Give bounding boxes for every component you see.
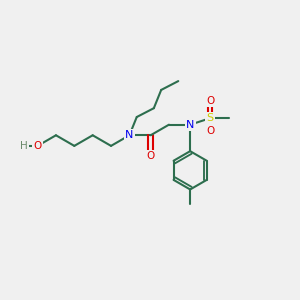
Text: O: O	[146, 152, 155, 161]
Text: O: O	[206, 95, 214, 106]
Text: O: O	[34, 141, 42, 151]
Text: N: N	[125, 130, 134, 140]
Text: H: H	[20, 141, 28, 151]
Text: N: N	[186, 120, 194, 130]
Text: O: O	[206, 126, 214, 136]
Text: S: S	[207, 113, 214, 123]
